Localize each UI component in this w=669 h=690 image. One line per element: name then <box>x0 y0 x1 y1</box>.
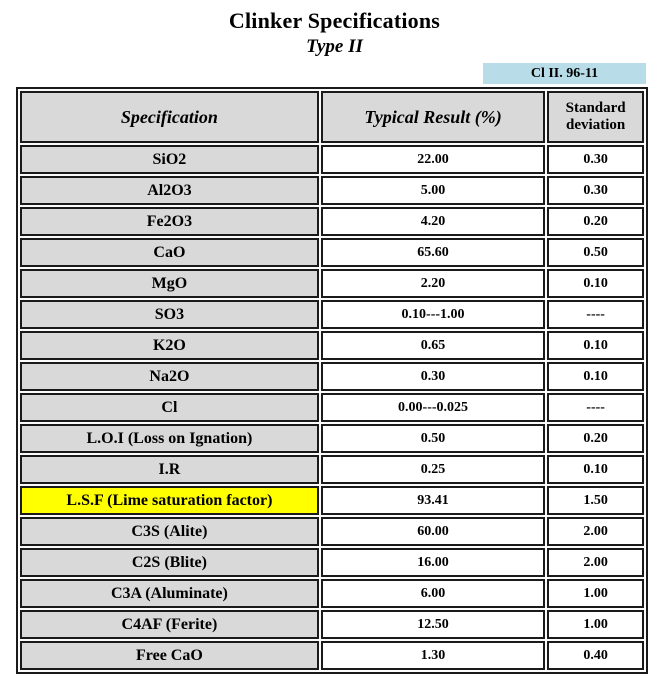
table-row: C3S (Alite) 60.00 2.00 <box>20 517 644 546</box>
spec-cell: I.R <box>20 455 319 484</box>
spec-cell: C4AF (Ferite) <box>20 610 319 639</box>
std-cell: 0.30 <box>547 145 644 174</box>
spec-cell: Cl <box>20 393 319 422</box>
std-cell: 1.50 <box>547 486 644 515</box>
result-cell: 5.00 <box>320 176 546 205</box>
std-cell: 0.40 <box>547 641 644 670</box>
table-row: Free CaO 1.30 0.40 <box>20 641 644 670</box>
result-cell: 60.00 <box>320 517 546 546</box>
result-cell: 1.30 <box>320 641 546 670</box>
spec-cell: C3S (Alite) <box>20 517 319 546</box>
spec-cell: CaO <box>20 238 319 267</box>
spec-cell: Free CaO <box>20 641 319 670</box>
table-row: SO3 0.10---1.00 ---- <box>20 300 644 329</box>
clinker-specifications-table: Specification Typical Result (%) Standar… <box>16 87 648 674</box>
result-cell: 12.50 <box>320 610 546 639</box>
std-cell: 0.20 <box>547 207 644 236</box>
table-row: C2S (Blite) 16.00 2.00 <box>20 548 644 577</box>
std-cell: 1.00 <box>547 610 644 639</box>
header-row: Specification Typical Result (%) Standar… <box>20 91 644 143</box>
std-cell: 0.20 <box>547 424 644 453</box>
result-cell: 0.65 <box>320 331 546 360</box>
table-row: L.O.I (Loss on Ignation) 0.50 0.20 <box>20 424 644 453</box>
std-cell: 1.00 <box>547 579 644 608</box>
result-cell: 0.25 <box>320 455 546 484</box>
result-cell: 22.00 <box>320 145 546 174</box>
column-header-specification: Specification <box>20 91 319 143</box>
spec-cell: C2S (Blite) <box>20 548 319 577</box>
std-cell: 0.10 <box>547 269 644 298</box>
result-cell: 0.10---1.00 <box>320 300 546 329</box>
column-header-standard-deviation: Standard deviation <box>547 91 644 143</box>
table-row: I.R 0.25 0.10 <box>20 455 644 484</box>
result-cell: 2.20 <box>320 269 546 298</box>
result-cell: 6.00 <box>320 579 546 608</box>
std-cell: 2.00 <box>547 548 644 577</box>
std-cell: 0.10 <box>547 455 644 484</box>
table-row: Na2O 0.30 0.10 <box>20 362 644 391</box>
spec-cell: SiO2 <box>20 145 319 174</box>
spec-cell: Fe2O3 <box>20 207 319 236</box>
table-row: C4AF (Ferite) 12.50 1.00 <box>20 610 644 639</box>
result-cell: 0.50 <box>320 424 546 453</box>
std-cell: ---- <box>547 300 644 329</box>
std-cell: 0.10 <box>547 331 644 360</box>
page-title: Clinker Specifications <box>228 8 441 33</box>
table-row: CaO 65.60 0.50 <box>20 238 644 267</box>
table-row-highlighted: L.S.F (Lime saturation factor) 93.41 1.5… <box>20 486 644 515</box>
table-row: C3A (Aluminate) 6.00 1.00 <box>20 579 644 608</box>
result-cell: 0.00---0.025 <box>320 393 546 422</box>
spec-cell: K2O <box>20 331 319 360</box>
table-row: Al2O3 5.00 0.30 <box>20 176 644 205</box>
table-row: Fe2O3 4.20 0.20 <box>20 207 644 236</box>
spec-cell: SO3 <box>20 300 319 329</box>
spec-cell: Al2O3 <box>20 176 319 205</box>
std-cell: 0.30 <box>547 176 644 205</box>
spec-cell: MgO <box>20 269 319 298</box>
result-cell: 4.20 <box>320 207 546 236</box>
result-cell: 0.30 <box>320 362 546 391</box>
table-row: K2O 0.65 0.10 <box>20 331 644 360</box>
spec-cell-highlighted: L.S.F (Lime saturation factor) <box>20 486 319 515</box>
table-row: SiO2 22.00 0.30 <box>20 145 644 174</box>
result-cell: 93.41 <box>320 486 546 515</box>
table-row: Cl 0.00---0.025 ---- <box>20 393 644 422</box>
table-row: MgO 2.20 0.10 <box>20 269 644 298</box>
spec-cell: Na2O <box>20 362 319 391</box>
column-header-typical-result: Typical Result (%) <box>320 91 546 143</box>
result-cell: 16.00 <box>320 548 546 577</box>
result-cell: 65.60 <box>320 238 546 267</box>
spec-cell: L.O.I (Loss on Ignation) <box>20 424 319 453</box>
spec-cell: C3A (Aluminate) <box>20 579 319 608</box>
page-subtitle: Type II <box>306 36 363 57</box>
std-cell: 0.50 <box>547 238 644 267</box>
std-cell: ---- <box>547 393 644 422</box>
std-cell: 0.10 <box>547 362 644 391</box>
reference-code-badge: Cl II. 96-11 <box>483 63 646 84</box>
std-cell: 2.00 <box>547 517 644 546</box>
